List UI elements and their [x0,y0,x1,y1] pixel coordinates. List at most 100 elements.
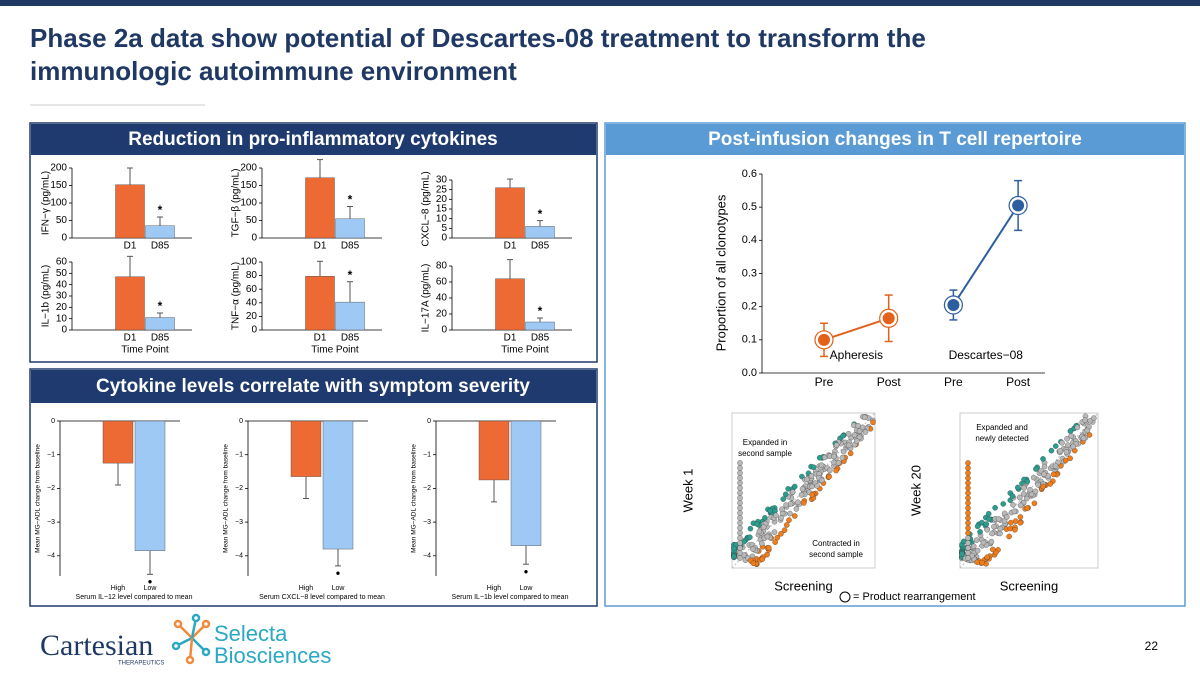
clone-dot [965,535,971,541]
clone-dot [737,550,743,556]
clone-dot [737,525,743,531]
clone-dot [1064,436,1070,442]
y-axis-label: Mean MG−ADL change from baseline [223,444,230,553]
top-bar [0,0,1200,6]
bar [495,187,525,239]
y-axis-label: TGF−β (pg/mL) [231,169,242,238]
y-tick-label: 100 [240,198,257,209]
bar [115,184,145,239]
y-tick-label: 60 [56,257,68,268]
clone-dot [1068,433,1074,439]
clone-dot [779,506,785,512]
clone-dot [965,555,971,561]
y-tick-label: 15 [436,204,448,215]
y-axis-label: TNF−α (pg/mL) [231,262,242,330]
clone-dot [1010,502,1016,508]
y-tick-label: 100 [50,198,67,209]
clone-dot [826,473,832,480]
clone-dot [781,527,788,533]
clone-dot [985,511,992,517]
clone-dot [762,515,768,521]
y-tick-label: 40 [436,293,448,304]
y-axis-label: Mean MG−ADL change from baseline [411,444,418,553]
logo-subtext: THERAPEUTICS [118,661,164,667]
clone-dot [798,492,805,498]
clone-dot [1024,495,1030,502]
y-tick-label: 0 [251,233,257,244]
clone-dot [831,459,837,466]
y-axis-label: Proportion of all clonotypes [713,194,728,351]
y-tick-label: 0.3 [742,267,757,279]
point [882,312,895,325]
clone-dot [1004,514,1010,520]
y-tick-label: 0.5 [742,201,757,213]
bar [305,276,335,331]
clone-dot [1070,443,1076,450]
clone-dot [809,483,815,490]
clone-dot [1040,483,1046,490]
significance-label: * [158,203,163,217]
title-line: immunologic autoimmune environment [30,56,517,86]
x-tick-label: D85 [341,241,360,252]
significance-label: * [538,304,543,318]
clone-dot [737,500,743,506]
clone-dot [856,434,863,441]
clone-dot [991,523,997,530]
clone-dot [1015,484,1021,491]
x-tick-label: D85 [151,241,170,252]
y-axis-label: CXCL−8 (pg/mL) [421,171,432,246]
annotation: Expanded in [743,438,787,447]
clone-dot [1052,443,1059,449]
clone-dot [965,545,971,551]
clone-dot [1024,478,1031,485]
bar [115,276,145,331]
clone-dot [737,485,743,491]
clone-dot [1082,417,1088,423]
clone-dot [1008,519,1014,526]
significance-label: • [148,574,152,588]
clone-dot [965,465,971,471]
clone-dot [835,459,842,466]
clone-dot [983,521,990,527]
clone-dot [792,513,798,519]
clone-dot [814,483,820,489]
clone-dot [1059,440,1065,446]
logo-text: Biosciences [214,643,331,668]
clone-dot [845,431,852,437]
logo-text: Cartesian [40,629,153,662]
clone-dot [737,530,743,536]
clone-dot [737,495,743,501]
clone-dot [965,550,971,556]
clone-dot [965,520,971,526]
y-axis-label: Mean MG−ADL change from baseline [35,444,42,553]
clone-dot [997,530,1003,537]
clone-dot [773,512,779,519]
clone-dot [780,496,786,502]
clone-dot [778,531,784,537]
panel-title: Cytokine levels correlate with symptom s… [96,376,530,397]
y-tick-label: 10 [56,313,68,324]
y-tick-label: 60 [436,277,448,288]
annotation: Expanded and [976,423,1028,432]
clone-dot [965,515,971,521]
clone-dot [767,507,774,514]
y-tick-label: 50 [246,215,258,226]
x-tick-label: D85 [341,333,360,344]
clone-dot [764,533,771,540]
clone-dot [997,525,1004,532]
y-axis-label: IL−17A (pg/mL) [421,264,432,333]
clone-dot [1048,447,1055,454]
y-tick-label: 150 [240,180,257,191]
clone-dot [799,486,806,492]
x-axis-label: Screening [1000,578,1059,593]
title-line: Phase 2a data show potential of Descarte… [30,23,926,53]
clone-dot [1040,456,1046,462]
clone-dot [970,543,977,550]
bar [145,225,175,239]
clone-dot [856,428,863,434]
y-tick-label: 0.4 [742,234,757,246]
annotation: Contracted in [812,539,860,548]
clone-dot [809,491,815,498]
x-tick-label: Low [332,585,346,592]
clone-dot [965,510,971,516]
